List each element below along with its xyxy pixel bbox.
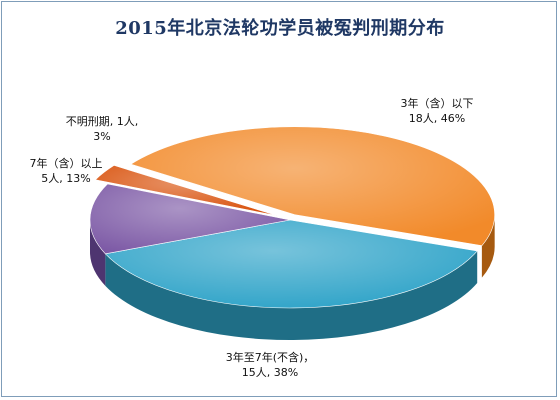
slice-label-1: 3年至7年(不含)， 15人, 38% [225, 351, 315, 379]
slice-label-0-pct: 46% [440, 112, 466, 125]
pie-slice-highlight-3 [95, 165, 278, 216]
slice-label-2-name: 7年（含）以上 [29, 157, 103, 170]
slice-label-1-name: 3年至7年(不含) [225, 351, 304, 364]
pie-slice-highlight-2 [89, 183, 291, 254]
slice-label-2: 7年（含）以上 5人, 13% [6, 156, 126, 186]
pie-slice-highlight-0 [130, 126, 495, 246]
pie-side-1 [105, 250, 478, 341]
slice-label-1-pct: 38% [273, 366, 299, 379]
pie-slice-highlight-1 [105, 220, 478, 308]
slice-label-3-name: 不明刑期 [65, 115, 110, 128]
chart-title: 2015年北京法轮功学员被冤判刑期分布 [115, 18, 445, 39]
slice-label-2-count: 5人 [41, 172, 60, 185]
slice-label-3-count: 1人 [116, 115, 135, 128]
slice-label-3-pct: 3% [93, 130, 111, 143]
slice-label-0-count: 18人 [408, 112, 434, 125]
slice-label-1-count: 15人 [241, 366, 267, 379]
slice-label-2-pct: 13% [66, 172, 91, 185]
pie-side-2 [90, 220, 106, 286]
slice-label-3: 不明刑期, 1人, 3% [42, 114, 162, 144]
slice-label-0-name: 3年（含）以下 [400, 97, 474, 110]
slice-label-0: 3年（含）以下 18人, 46% [362, 96, 512, 126]
